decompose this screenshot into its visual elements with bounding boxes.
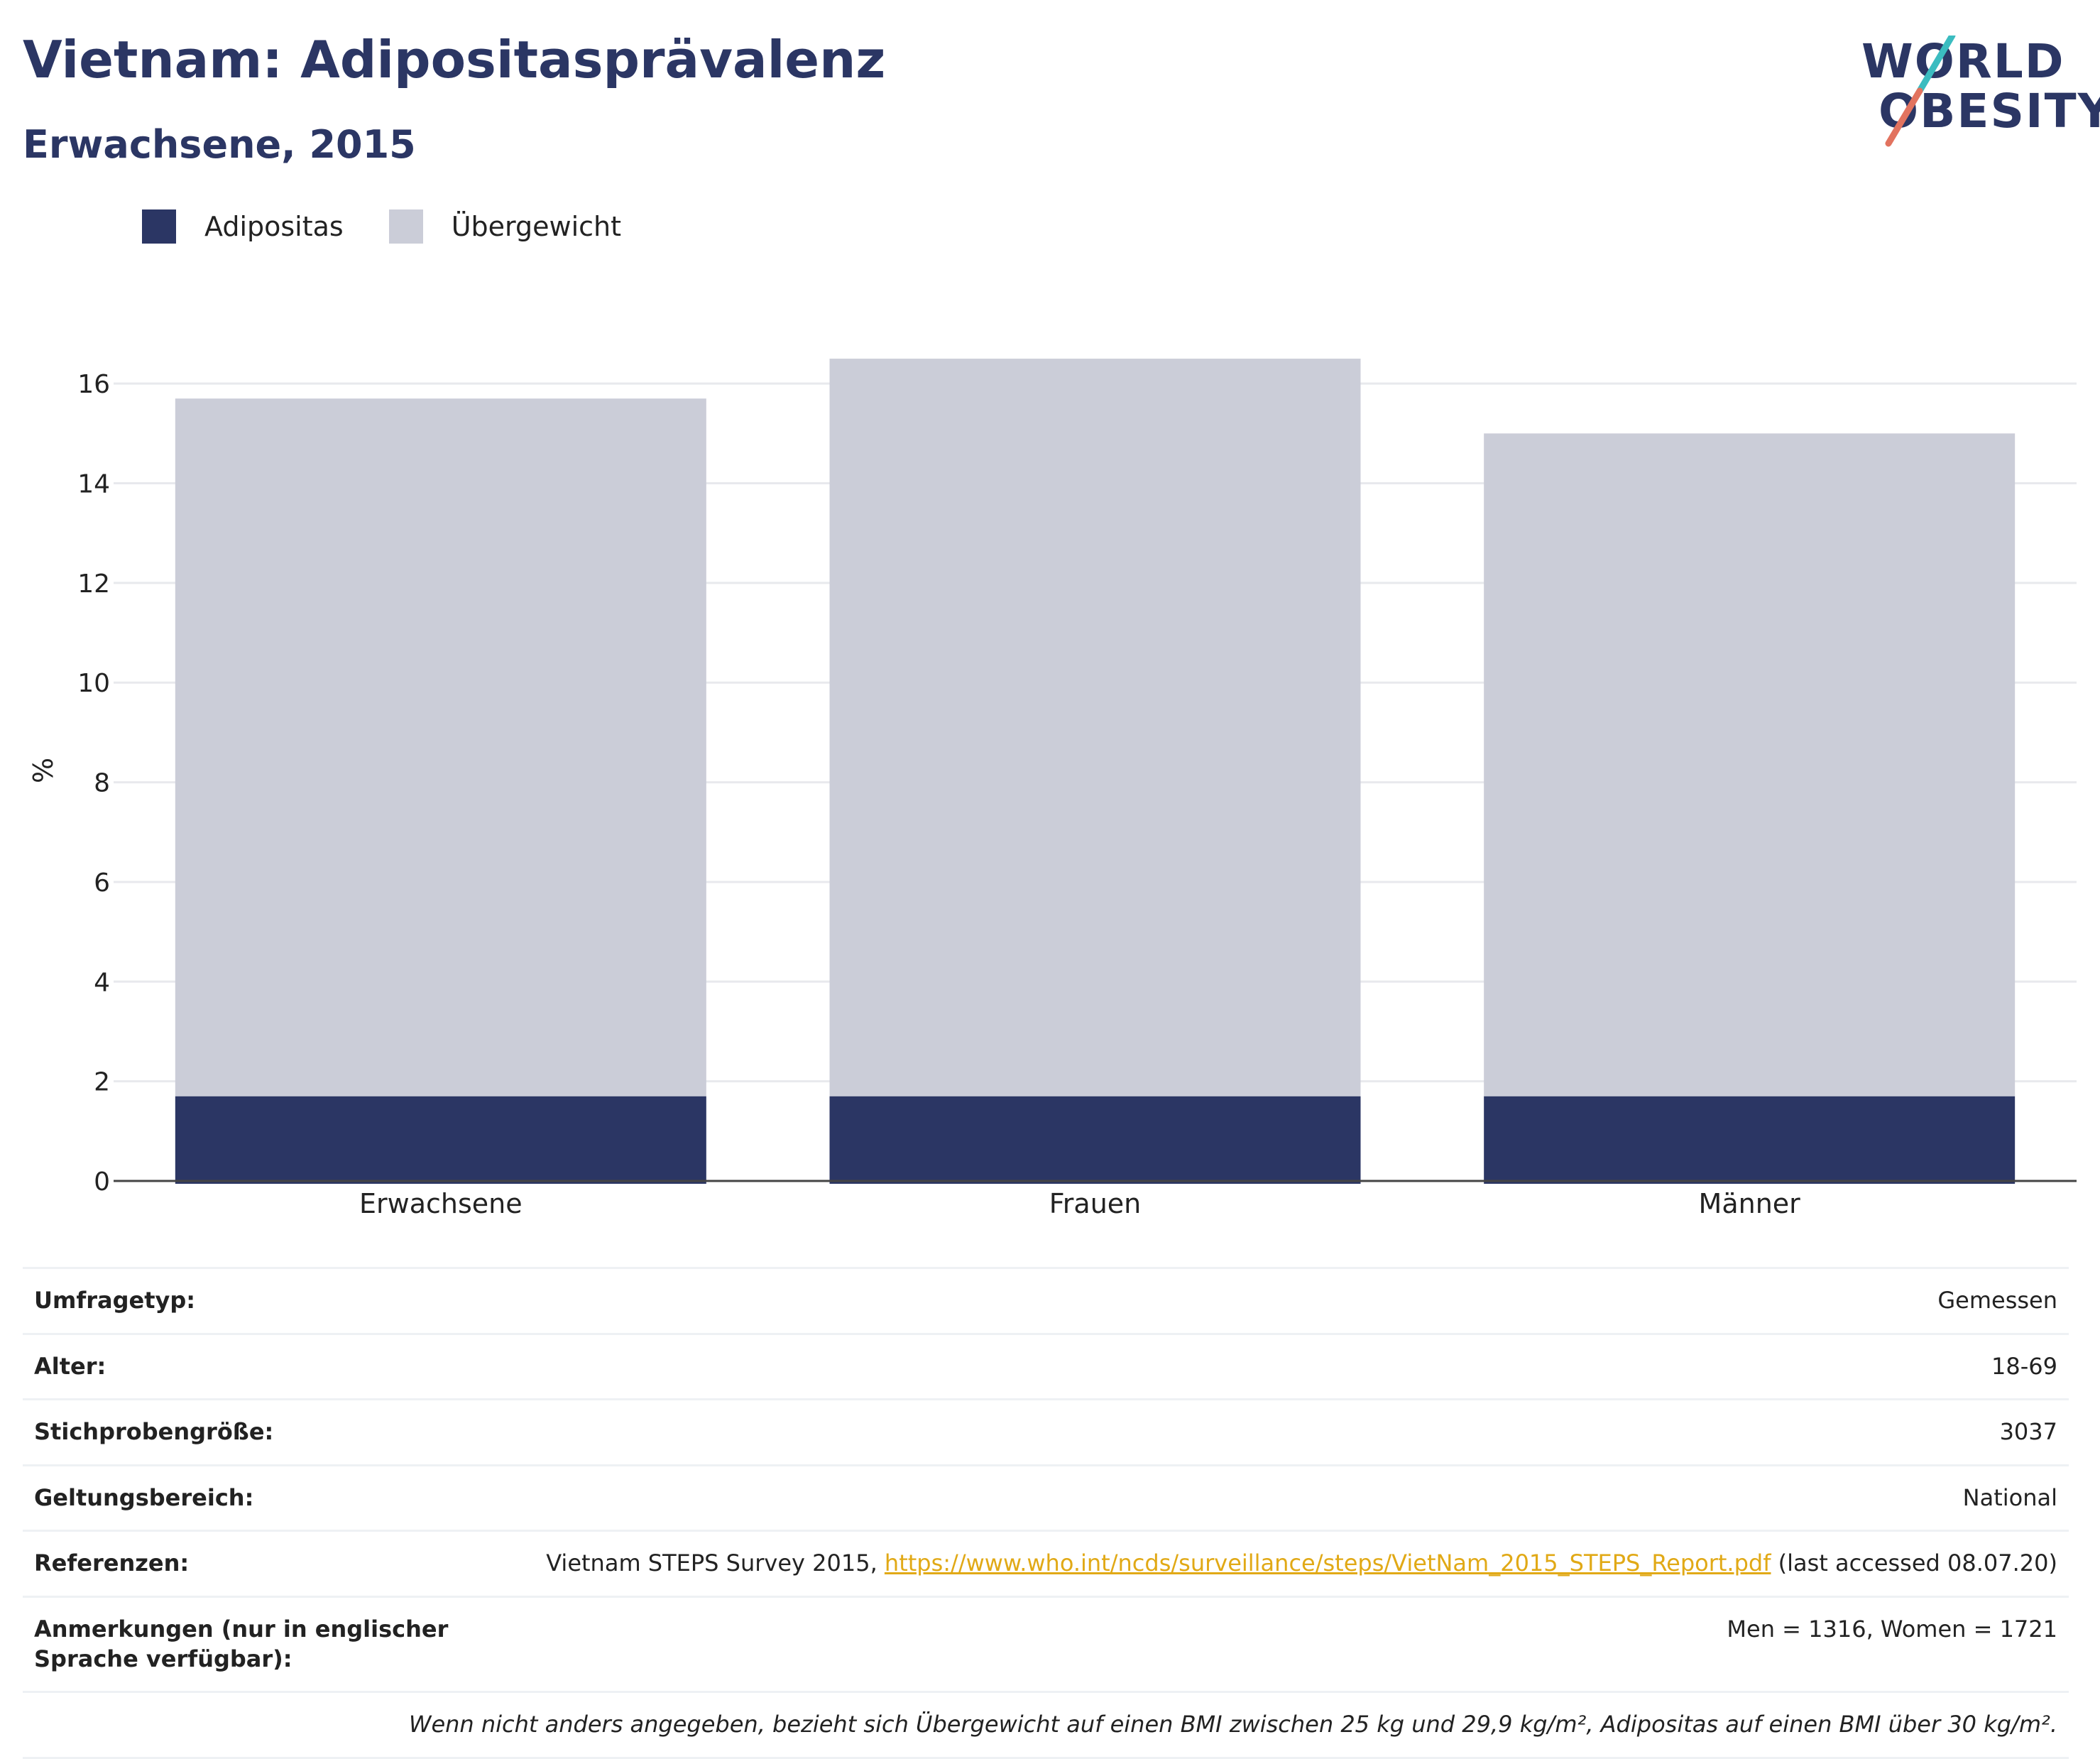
y-axis-label: % [28, 758, 59, 783]
legend-item-uebergewicht[interactable]: Übergewicht [388, 209, 621, 244]
y-tick-label: 4 [94, 968, 110, 997]
info-value: Gemessen [1937, 1287, 2057, 1314]
chart-legend: Adipositas Übergewicht [142, 209, 667, 244]
x-tick-label: Männer [1699, 1188, 1801, 1219]
bar-uebergewicht[interactable] [175, 398, 706, 1096]
bar-uebergewicht[interactable] [829, 359, 1361, 1096]
reference-accessed: (last accessed 08.07.20) [1771, 1550, 2057, 1577]
legend-label-uebergewicht: Übergewicht [451, 211, 621, 242]
y-tick-label: 8 [94, 769, 110, 798]
chart-subtitle: Erwachsene, 2015 [23, 122, 416, 167]
bar-adipositas[interactable] [829, 1096, 1361, 1184]
logo-slash-icon [1885, 36, 1956, 147]
info-value: Vietnam STEPS Survey 2015, https://www.w… [546, 1549, 2057, 1579]
chart-bars [175, 359, 2016, 1184]
info-value: Men = 1316, Women = 1721 [1727, 1615, 2057, 1643]
info-label: Alter: [34, 1352, 106, 1380]
y-tick-label: 16 [77, 370, 110, 399]
info-value: National [1962, 1483, 2057, 1511]
y-tick-label: 2 [94, 1068, 110, 1097]
info-row: Stichprobengröße: 3037 [23, 1400, 2069, 1466]
info-row: Geltungsbereich: National [23, 1466, 2069, 1532]
logo-line-1: WORLD [1861, 34, 2065, 89]
info-row: Umfragetyp: Gemessen [23, 1269, 2069, 1335]
y-tick-label: 0 [94, 1167, 110, 1197]
info-value: 3037 [1999, 1418, 2057, 1446]
footnote-text: Wenn nicht anders angegeben, bezieht sic… [408, 1711, 2057, 1738]
legend-swatch-adipositas [142, 209, 176, 244]
info-row: Alter: 18-69 [23, 1335, 2069, 1401]
x-tick-label: Erwachsene [359, 1188, 523, 1219]
info-label: Stichprobengröße: [34, 1418, 274, 1446]
bar-adipositas[interactable] [1484, 1096, 2016, 1184]
y-tick-label: 14 [77, 470, 110, 499]
info-label: Geltungsbereich: [34, 1483, 254, 1511]
info-footnote: Wenn nicht anders angegeben, bezieht sic… [23, 1693, 2069, 1759]
info-value: 18-69 [1991, 1352, 2057, 1380]
y-tick-label: 10 [77, 669, 110, 698]
info-label: Referenzen: [34, 1550, 190, 1577]
bar-uebergewicht[interactable] [1484, 433, 2016, 1096]
info-label: Umfragetyp: [34, 1287, 196, 1314]
info-table: Umfragetyp: Gemessen Alter: 18-69 Stichprobe… [23, 1267, 2069, 1759]
x-tick-label: Frauen [1049, 1188, 1142, 1219]
info-row-references: Referenzen: Vietnam STEPS Survey 2015, h… [23, 1532, 2069, 1598]
chart-axes: 0 2 4 6 8 10 12 14 16 Erwachsene Frauen Männer [77, 370, 2077, 1219]
bar-adipositas[interactable] [175, 1096, 706, 1184]
world-obesity-logo: WORLD OBESITY [1857, 34, 2100, 149]
reference-link[interactable]: https://www.who.int/ncds/surveillance/st… [884, 1550, 1771, 1577]
info-row-notes: Anmerkungen (nur in englischer Sprache v… [23, 1598, 2069, 1694]
bar-chart: 0 2 4 6 8 10 12 14 16 Erwachsene Frauen Männer % [28, 359, 2077, 1219]
legend-label-adipositas: Adipositas [204, 211, 344, 242]
legend-item-adipositas[interactable]: Adipositas [142, 209, 344, 244]
y-tick-label: 6 [94, 868, 110, 898]
chart-title: Vietnam: Adipositasprävalenz [23, 30, 886, 89]
y-tick-label: 12 [77, 570, 110, 599]
legend-swatch-uebergewicht [388, 209, 423, 244]
reference-text: Vietnam STEPS Survey 2015, [546, 1550, 885, 1577]
info-label: Anmerkungen (nur in englischer Sprache v… [34, 1615, 449, 1672]
